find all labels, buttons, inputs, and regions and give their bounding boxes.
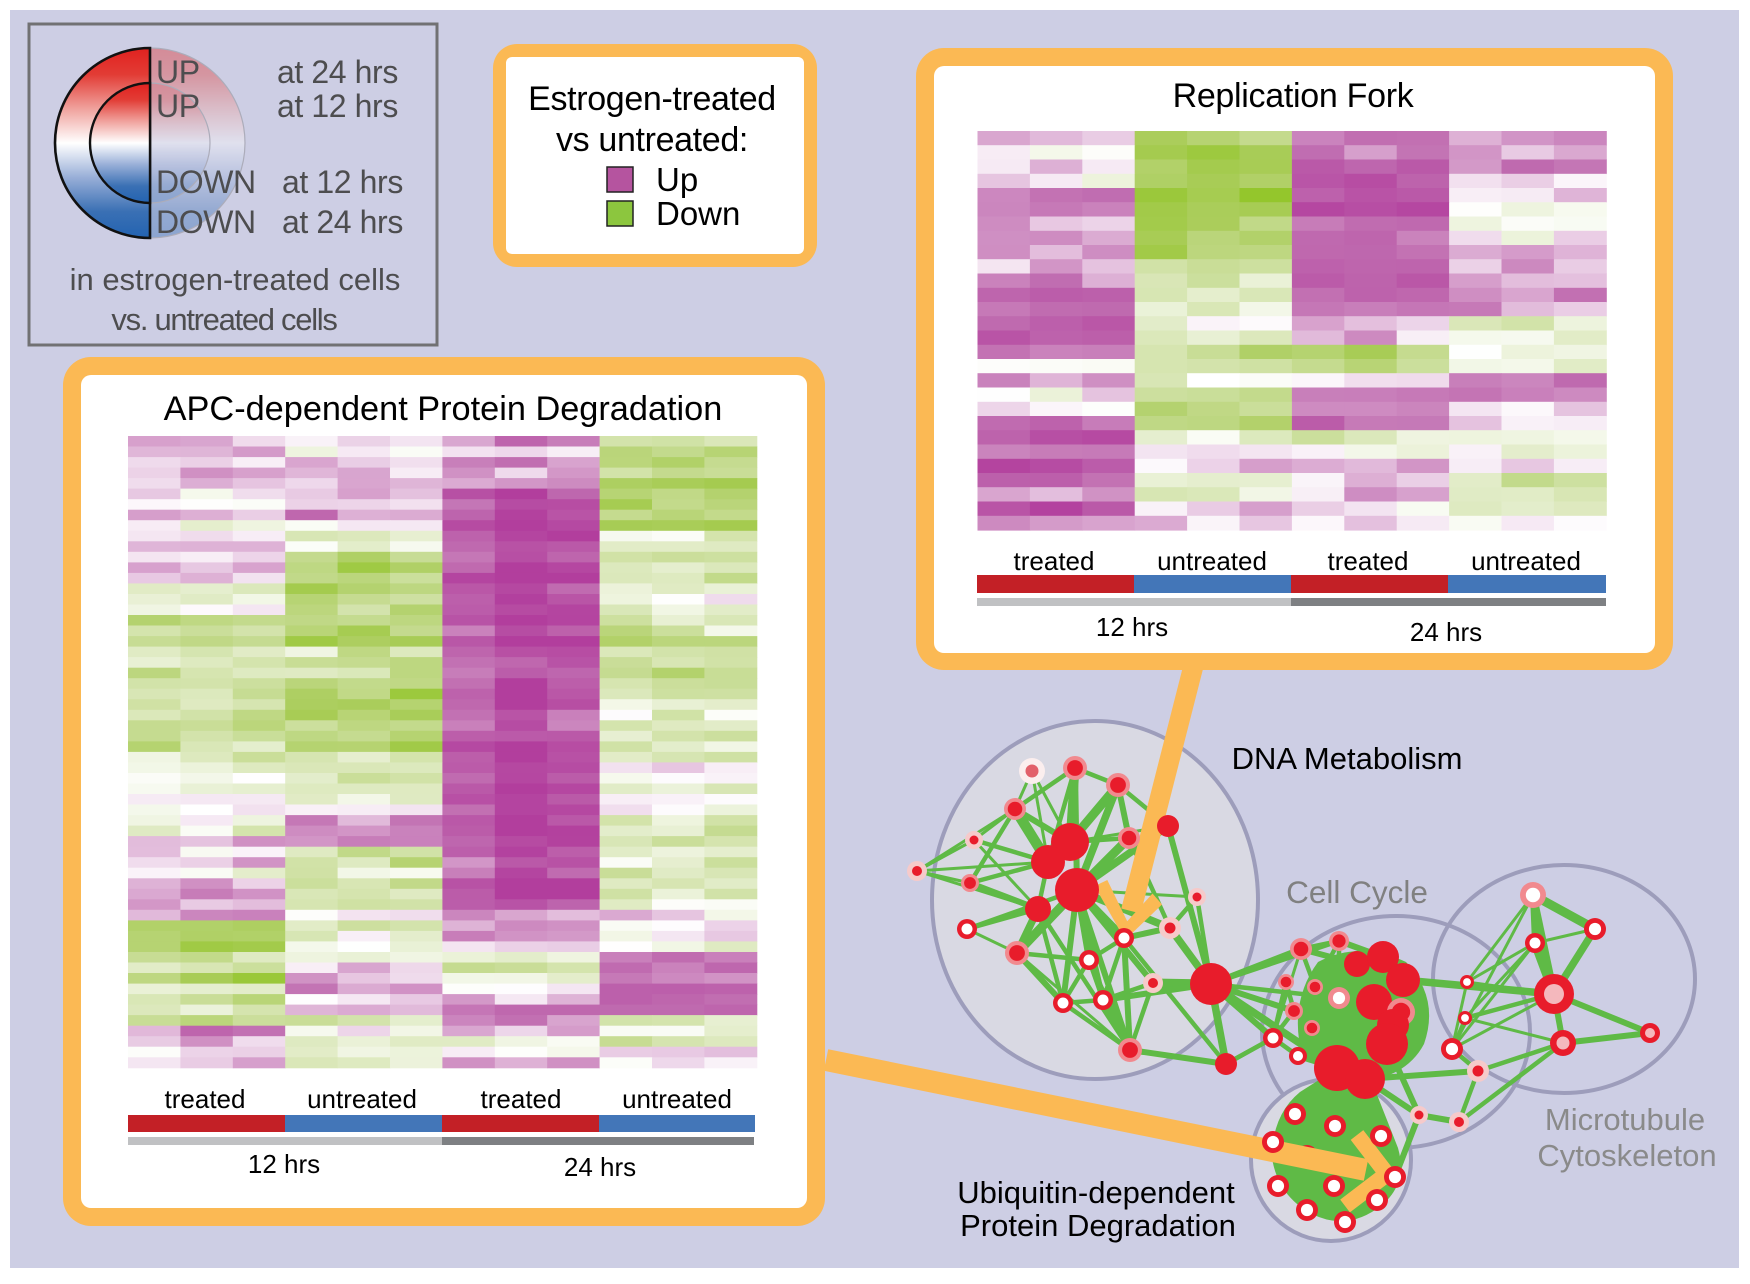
- svg-text:Down: Down: [656, 195, 740, 232]
- svg-text:untreated: untreated: [1157, 546, 1267, 576]
- svg-text:at 24 hrs: at 24 hrs: [277, 54, 398, 90]
- svg-text:Microtubule: Microtubule: [1545, 1102, 1705, 1137]
- svg-text:in estrogen-treated cells: in estrogen-treated cells: [70, 262, 401, 297]
- svg-text:treated: treated: [1014, 546, 1095, 576]
- svg-text:untreated: untreated: [622, 1084, 732, 1114]
- svg-text:DOWN: DOWN: [156, 164, 256, 200]
- svg-text:Cytoskeleton: Cytoskeleton: [1537, 1138, 1716, 1173]
- svg-text:treated: treated: [165, 1084, 246, 1114]
- svg-text:at 24 hrs: at 24 hrs: [282, 204, 403, 240]
- svg-text:24 hrs: 24 hrs: [1410, 617, 1482, 647]
- svg-text:Ubiquitin-dependent: Ubiquitin-dependent: [957, 1175, 1235, 1210]
- svg-text:24 hrs: 24 hrs: [564, 1152, 636, 1182]
- svg-text:APC-dependent Protein Degradat: APC-dependent Protein Degradation: [164, 390, 723, 428]
- svg-text:untreated: untreated: [1471, 546, 1581, 576]
- svg-text:Protein Degradation: Protein Degradation: [960, 1208, 1236, 1243]
- svg-text:UP: UP: [156, 54, 200, 90]
- svg-text:DOWN: DOWN: [156, 204, 256, 240]
- svg-text:treated: treated: [1328, 546, 1409, 576]
- svg-text:12 hrs: 12 hrs: [1096, 612, 1168, 642]
- svg-text:untreated: untreated: [307, 1084, 417, 1114]
- svg-text:vs. untreated cells: vs. untreated cells: [111, 302, 337, 337]
- svg-text:Up: Up: [656, 161, 698, 198]
- svg-text:12 hrs: 12 hrs: [248, 1149, 320, 1179]
- svg-text:DNA Metabolism: DNA Metabolism: [1232, 741, 1463, 776]
- svg-text:Cell Cycle: Cell Cycle: [1286, 874, 1428, 910]
- svg-text:vs untreated:: vs untreated:: [556, 121, 748, 159]
- svg-text:at 12 hrs: at 12 hrs: [277, 88, 398, 124]
- svg-text:treated: treated: [481, 1084, 562, 1114]
- svg-text:at 12 hrs: at 12 hrs: [282, 164, 403, 200]
- svg-text:UP: UP: [156, 88, 200, 124]
- svg-text:Replication Fork: Replication Fork: [1173, 77, 1415, 115]
- svg-text:Estrogen-treated: Estrogen-treated: [528, 80, 776, 118]
